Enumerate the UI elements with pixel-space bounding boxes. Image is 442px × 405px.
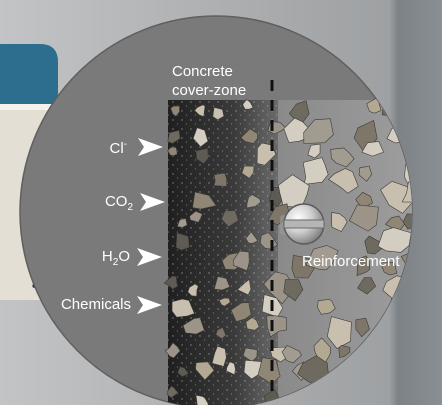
aggregate-stone — [364, 235, 385, 255]
aggregate-stone — [167, 385, 179, 399]
svg-text:H2O: H2O — [102, 248, 130, 268]
aggregate-stone — [357, 277, 377, 295]
aggregate-stone — [232, 250, 250, 272]
aggregate-stone — [192, 127, 209, 148]
aggregate-stone — [215, 326, 227, 340]
aggregate-stone — [245, 317, 260, 331]
aggregate-stone — [331, 212, 348, 232]
aggregate-stone — [171, 298, 195, 318]
aggregate-stone — [283, 279, 304, 302]
agent-h2o-sub: 2 — [113, 257, 119, 268]
arrow-icon — [140, 193, 165, 211]
aggregate-stone — [192, 191, 217, 210]
aggregate-stone — [167, 130, 181, 144]
aggregate-stone — [195, 394, 209, 405]
aggregate-stone — [348, 204, 379, 232]
aggregate-stone — [401, 181, 412, 203]
aggregate-stone — [167, 146, 178, 157]
aggregate-stone — [212, 106, 225, 121]
aggregate-stone — [211, 345, 227, 367]
aggregate-stone — [281, 345, 302, 364]
aggregate-stone — [355, 317, 370, 338]
aggregate-stone — [187, 283, 199, 297]
agent-h2o: H2O — [102, 248, 162, 268]
aggregate-stone — [358, 165, 373, 182]
aggregate-stone — [326, 316, 352, 349]
agent-h2o-base: H — [102, 248, 113, 265]
agent-co2-base: CO — [105, 193, 128, 210]
agent-chemicals-base: Chemicals — [61, 296, 131, 313]
aggregate-stone — [195, 361, 215, 381]
reinforcement-label: Reinforcement — [302, 253, 400, 270]
aggregate-stone — [328, 168, 359, 194]
arrow-icon — [137, 248, 162, 266]
agent-co2: CO2 — [105, 193, 165, 213]
aggregate-stone — [218, 297, 231, 307]
agent-cl-base: Cl — [109, 140, 123, 157]
aggregate-stone — [257, 357, 281, 385]
aggregate-stone — [194, 104, 206, 118]
agent-cl-sup: - — [124, 139, 127, 150]
aggregate-stone — [305, 245, 339, 271]
aggregate-stone — [338, 344, 351, 358]
aggregate-stone — [213, 173, 228, 187]
aggregate-stone — [189, 210, 203, 223]
svg-text:Cl-: Cl- — [109, 139, 127, 157]
aggregate-stone — [226, 361, 236, 376]
aggregate-stone — [195, 148, 209, 165]
aggregate-stone — [307, 143, 321, 159]
agent-co2-sub: 2 — [127, 202, 133, 213]
agent-h2o-tail: O — [118, 248, 130, 265]
zone-label-line1: Concrete — [172, 63, 233, 80]
aggregate-stone — [267, 203, 290, 226]
aggregate-stone — [164, 342, 181, 359]
agent-cl: Cl- — [109, 138, 163, 157]
aggregate-stone — [176, 218, 188, 228]
aggregate-stone — [230, 302, 252, 322]
aggregate-stone — [213, 276, 231, 291]
aggregate-stone — [361, 141, 384, 157]
aggregate-stone — [241, 165, 255, 179]
reinforcement-bar — [280, 203, 325, 245]
aggregate-stone — [236, 278, 252, 296]
aggregate-stone — [303, 118, 334, 144]
aggregate-stone — [356, 255, 371, 277]
aggregate-stone — [377, 227, 412, 253]
agent-chemicals: Chemicals — [61, 296, 162, 314]
aggregate-stone — [317, 298, 336, 315]
arrow-icon — [137, 296, 162, 314]
aggregate-stone — [177, 366, 189, 378]
aggregate-stone — [330, 147, 355, 168]
aggregate-stone — [245, 231, 259, 244]
aggregate-stone — [221, 210, 239, 228]
zone-label-line2: cover-zone — [172, 82, 246, 99]
aggregate-stone — [175, 232, 190, 251]
aggregate-stone — [302, 157, 329, 185]
svg-text:CO2: CO2 — [105, 193, 134, 213]
side-panel-tab — [0, 44, 58, 110]
aggregate-stone — [182, 317, 205, 335]
aggregate-stone — [242, 99, 254, 110]
aggregate-stone — [240, 128, 258, 144]
aggregate-stone — [163, 275, 178, 290]
aggregate-stone — [379, 261, 398, 276]
aggregate-stone — [246, 194, 262, 209]
aggregate-stone — [402, 213, 412, 230]
arrow-icon — [138, 138, 163, 156]
aggregate-stone — [170, 105, 180, 117]
